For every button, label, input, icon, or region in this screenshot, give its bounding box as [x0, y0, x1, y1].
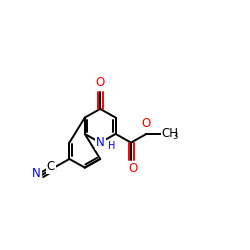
Text: O: O [96, 76, 105, 89]
Text: N: N [32, 168, 41, 180]
Text: O: O [128, 162, 137, 175]
Text: CH: CH [161, 127, 178, 140]
Text: H: H [108, 141, 115, 151]
Text: C: C [47, 160, 55, 173]
Text: N: N [96, 136, 104, 149]
Text: O: O [142, 118, 151, 130]
Text: 3: 3 [172, 132, 178, 141]
